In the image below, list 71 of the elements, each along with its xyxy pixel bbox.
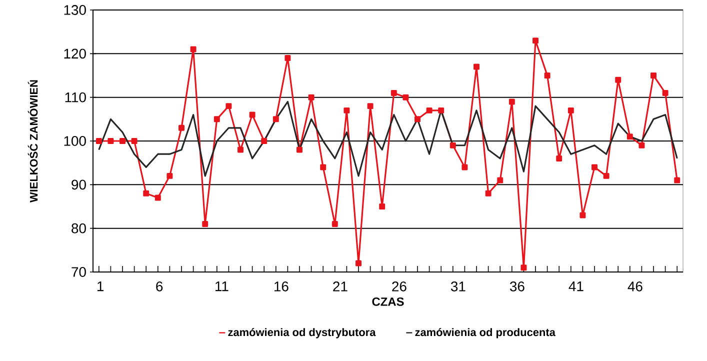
x-tick-label: 1 bbox=[98, 282, 104, 292]
x-tick-label: 46 bbox=[628, 281, 642, 292]
point bbox=[143, 190, 150, 196]
point bbox=[426, 107, 432, 114]
point bbox=[344, 107, 350, 114]
x-axis-title: CZAS bbox=[372, 297, 404, 306]
x-tick-label: 31 bbox=[450, 281, 466, 292]
x-tick-label: 21 bbox=[333, 281, 348, 292]
point bbox=[379, 204, 386, 210]
point bbox=[108, 138, 114, 144]
point bbox=[367, 103, 374, 110]
point bbox=[166, 172, 173, 179]
point bbox=[296, 146, 302, 153]
point bbox=[320, 164, 326, 170]
point bbox=[462, 164, 468, 170]
point bbox=[638, 142, 645, 148]
y-tick-label: 110 bbox=[65, 92, 86, 102]
point bbox=[662, 90, 668, 96]
point bbox=[603, 172, 610, 179]
point bbox=[402, 94, 409, 100]
x-tick-label: 11 bbox=[216, 282, 228, 292]
point bbox=[96, 138, 102, 144]
point bbox=[674, 177, 680, 184]
point bbox=[580, 212, 586, 218]
point bbox=[332, 220, 338, 227]
point bbox=[272, 116, 279, 122]
point bbox=[190, 46, 196, 52]
point bbox=[615, 76, 622, 83]
point bbox=[508, 98, 515, 105]
point bbox=[356, 260, 362, 266]
point bbox=[154, 194, 161, 201]
point bbox=[485, 190, 492, 196]
legend-label: zamówienia od dystrybutora bbox=[228, 328, 376, 338]
x-tick-label: 36 bbox=[510, 281, 524, 292]
point bbox=[556, 155, 562, 162]
y-tick-label: 130 bbox=[64, 5, 86, 15]
point bbox=[261, 138, 268, 144]
y-tick-label: 70 bbox=[72, 267, 86, 277]
point bbox=[249, 112, 256, 118]
x-tick-label: 6 bbox=[156, 281, 163, 292]
y-tick-label: 120 bbox=[64, 48, 86, 59]
x-tick-label: 26 bbox=[392, 281, 406, 292]
y-tick-label: 80 bbox=[72, 223, 86, 234]
point bbox=[284, 55, 291, 62]
point bbox=[414, 116, 420, 122]
x-tick-label: 41 bbox=[568, 282, 584, 292]
point bbox=[438, 107, 444, 114]
point bbox=[497, 177, 504, 184]
point bbox=[650, 72, 656, 78]
point bbox=[238, 146, 244, 153]
point bbox=[120, 138, 126, 144]
legend-label: zamówienia od producenta bbox=[415, 328, 556, 338]
point bbox=[178, 124, 184, 131]
point bbox=[202, 220, 208, 227]
y-tick-label: 90 bbox=[72, 180, 86, 190]
point bbox=[626, 134, 633, 140]
point bbox=[544, 72, 550, 78]
point bbox=[568, 107, 574, 114]
point bbox=[131, 138, 138, 144]
point bbox=[532, 38, 538, 44]
point bbox=[450, 142, 456, 148]
point bbox=[308, 94, 314, 100]
point bbox=[214, 116, 220, 122]
point bbox=[520, 264, 527, 271]
x-tick-label: 16 bbox=[274, 281, 288, 292]
point bbox=[390, 90, 397, 96]
point bbox=[592, 164, 598, 170]
point bbox=[474, 64, 480, 70]
y-tick-label: 100 bbox=[64, 136, 86, 146]
point bbox=[226, 103, 232, 110]
y-axis-title: WIELKOŚĆ ZAMÓWIEŃ bbox=[28, 80, 38, 202]
